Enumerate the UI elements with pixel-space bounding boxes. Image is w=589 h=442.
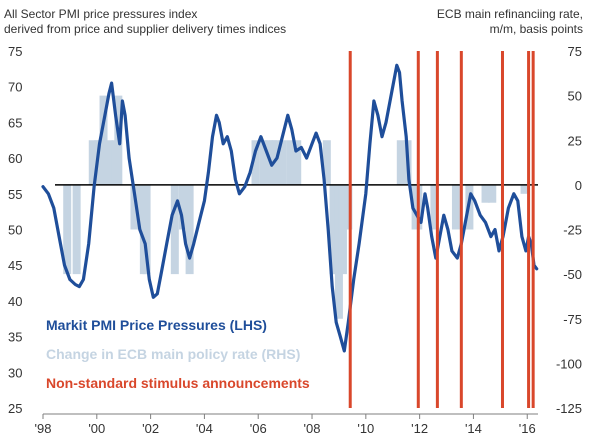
ecb-rate-bar	[322, 140, 331, 185]
left-axis-title: All Sector PMI price pressures index der…	[4, 7, 286, 37]
ecb-rate-bar	[396, 140, 405, 185]
ecb-rate-bar	[251, 140, 260, 185]
ecb-rate-bar	[104, 140, 113, 185]
ecb-rate-bar	[259, 140, 268, 185]
x-tick-label: '10	[357, 421, 374, 436]
legend-pmi-label: Markit PMI Price Pressures (LHS)	[46, 317, 267, 333]
right-y-tick-label: -100	[556, 356, 582, 371]
pmi-price-pressures-line	[41, 63, 539, 353]
left-axis-title-line-1: All Sector PMI price pressures index	[4, 7, 198, 21]
left-y-axis-ticks: 25 30 35 40 45 50 55 60 65 70 75	[8, 44, 22, 416]
left-y-tick-label: 55	[8, 187, 22, 202]
left-y-tick-label: 35	[8, 330, 22, 345]
ecb-rate-bar	[88, 140, 97, 185]
ecb-rate-bar	[271, 140, 280, 185]
ecb-rate-bar	[293, 140, 302, 185]
ecb-rate-bar	[264, 140, 273, 185]
left-y-tick-label: 25	[8, 401, 22, 416]
ecb-rate-bar	[520, 184, 529, 194]
ecb-rate-bar	[170, 184, 179, 275]
x-tick-label: '06	[250, 421, 267, 436]
left-y-tick-label: 40	[8, 294, 22, 309]
left-y-tick-label: 30	[8, 365, 22, 380]
right-axis-title-line-2: m/m, basis points	[489, 22, 583, 36]
ecb-rate-bar	[451, 184, 460, 230]
x-tick-label: '08	[304, 421, 321, 436]
left-axis-title-line-2: derived from price and supplier delivery…	[4, 22, 287, 36]
ecb-rate-bar	[99, 95, 108, 185]
right-y-tick-label: 75	[568, 44, 582, 59]
legend-ecb-label: Change in ECB main policy rate (RHS)	[46, 346, 300, 362]
ecb-rate-bar	[286, 140, 295, 185]
ecb-rate-bar	[334, 184, 343, 319]
x-tick-label: '02	[142, 421, 159, 436]
ecb-rate-bar	[488, 184, 497, 203]
x-tick-label: '14	[465, 421, 482, 436]
ecb-rate-bar	[430, 184, 439, 230]
left-y-tick-label: 50	[8, 223, 22, 238]
ecb-rate-bar	[178, 184, 187, 230]
legend-stimulus-label: Non-standard stimulus announcements	[46, 375, 310, 391]
ecb-rate-bar	[142, 184, 151, 275]
left-y-tick-label: 45	[8, 258, 22, 273]
ecb-rate-bar	[185, 184, 194, 275]
right-y-axis-ticks: -125 -100 -75 -50 -25 0 25 50 75	[556, 44, 582, 416]
right-y-tick-label: -50	[563, 267, 582, 282]
right-y-tick-label: -125	[556, 401, 582, 416]
left-y-tick-label: 75	[8, 44, 22, 59]
right-y-tick-label: -75	[563, 312, 582, 327]
right-y-tick-label: -25	[563, 223, 582, 238]
right-y-tick-label: 25	[568, 133, 582, 148]
right-axis-title-line-1: ECB main refinanciing rate,	[436, 7, 583, 21]
legend: Markit PMI Price Pressures (LHS) Change …	[46, 317, 310, 391]
ecb-rate-bar	[63, 184, 72, 275]
pmi-line-group	[41, 63, 539, 353]
ecb-rate-bar	[481, 184, 490, 203]
x-tick-label: '16	[519, 421, 536, 436]
left-y-tick-label: 65	[8, 115, 22, 130]
ecb-rate-bar	[344, 184, 353, 230]
ecb-rate-bar	[278, 140, 287, 185]
ecb-rate-bar	[130, 184, 139, 230]
right-y-tick-label: 0	[575, 178, 582, 193]
ecb-rate-bars	[63, 95, 529, 319]
ecb-rate-bar	[72, 184, 81, 275]
x-tick-label: '04	[196, 421, 213, 436]
right-axis-title: ECB main refinanciing rate, m/m, basis p…	[437, 7, 583, 37]
x-tick-label: '12	[411, 421, 428, 436]
right-y-tick-label: 50	[568, 89, 582, 104]
left-y-tick-label: 70	[8, 80, 22, 95]
stimulus-announcement-lines	[348, 51, 535, 408]
x-axis: '98 '00 '02 '04 '06 '08 '10 '12 '14 '16	[35, 413, 538, 436]
x-tick-label: '98	[35, 421, 52, 436]
left-y-tick-label: 60	[8, 151, 22, 166]
x-tick-label: '00	[88, 421, 105, 436]
